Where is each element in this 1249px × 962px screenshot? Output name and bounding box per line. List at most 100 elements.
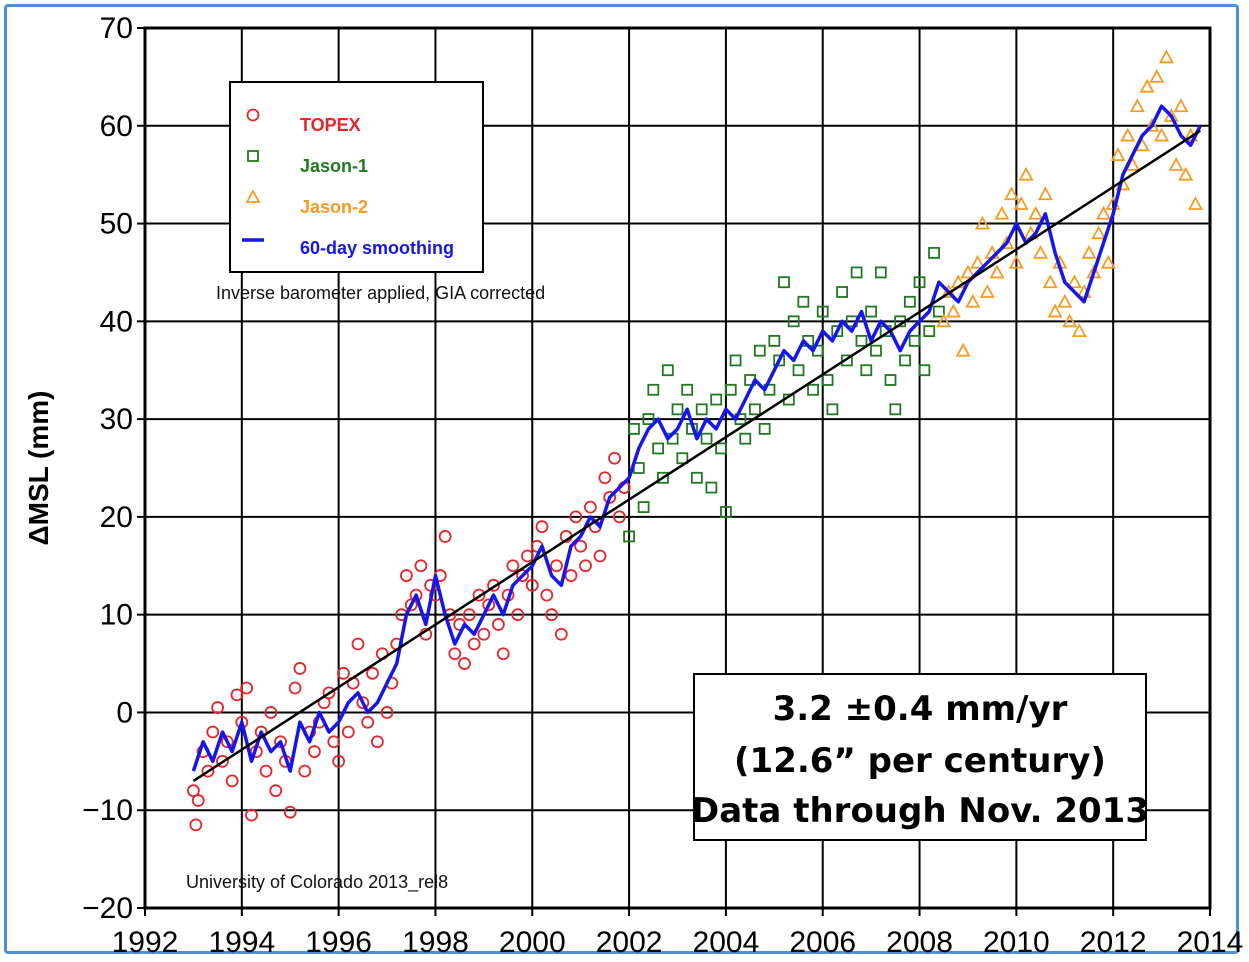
circle-point (583, 500, 597, 514)
triangle-point (1018, 166, 1034, 181)
circle-point (245, 808, 258, 822)
circle-point (448, 647, 462, 661)
x-tick-label: 2006 (789, 926, 856, 959)
rate-box-line-1: 3.2 ±0.4 mm/yr (773, 689, 1068, 729)
square-point (933, 305, 945, 318)
x-tick-label: 1998 (402, 926, 469, 959)
triangle-point (999, 235, 1015, 250)
square-point (739, 432, 752, 445)
x-tick-label: 2004 (693, 926, 760, 959)
circle-point (467, 637, 481, 651)
square-point (715, 442, 727, 455)
square-point (628, 422, 640, 435)
circle-point (283, 805, 297, 819)
triangle-point (1120, 127, 1136, 142)
square-point (928, 246, 940, 259)
note-university: University of Colorado 2013_rel8 (186, 872, 448, 893)
circle-point (293, 662, 307, 675)
triangle-point (1066, 274, 1082, 289)
square-point (753, 344, 766, 357)
rate-box: 3.2 ±0.4 mm/yr (12.6” per century) Data … (691, 673, 1149, 841)
y-tick-label: 50 (100, 208, 133, 241)
square-point (855, 334, 868, 347)
y-tick-label: 40 (100, 305, 133, 338)
square-point (773, 354, 786, 367)
legend-label: TOPEX (300, 115, 361, 135)
circle-point (438, 530, 452, 543)
y-tick-label: 70 (100, 12, 133, 45)
circle-point (574, 539, 588, 553)
circle-point (482, 598, 496, 612)
circle-point (535, 520, 549, 534)
circle-point (216, 754, 229, 768)
circle-point (545, 608, 559, 622)
circle-point (225, 774, 239, 788)
circle-point (525, 578, 539, 592)
circle-point (366, 666, 379, 680)
legend-triangle-marker (245, 189, 261, 203)
x-axis: 1992 1994 1996 1998 2000 2002 2004 2006 2008 2010… (112, 908, 1243, 959)
x-tick-label: 1994 (208, 926, 275, 959)
square-point (850, 266, 863, 279)
triangle-point (1129, 98, 1145, 113)
circle-point (603, 490, 617, 504)
x-tick-label: 2000 (499, 926, 566, 959)
circle-point (240, 681, 254, 695)
triangle-point (989, 264, 1005, 279)
legend-label: 60-day smoothing (300, 238, 454, 258)
square-point (749, 403, 761, 416)
square-point (647, 383, 660, 396)
y-tick-label: −20 (82, 892, 133, 925)
square-point (720, 506, 732, 518)
x-tick-label: 2012 (1080, 926, 1147, 959)
triangle-point (1178, 166, 1194, 181)
square-point (661, 364, 674, 377)
circle-point (550, 559, 563, 573)
square-point (908, 334, 921, 347)
circle-point (308, 745, 321, 758)
triangle-point (1057, 293, 1073, 308)
triangle-point (1173, 98, 1189, 113)
triangle-point (1037, 186, 1053, 201)
triangle-point (1163, 108, 1179, 122)
circle-point (491, 618, 505, 631)
square-point (816, 305, 829, 318)
note-inverse-barometer: Inverse barometer applied, GIA corrected (216, 283, 545, 303)
rate-box-line-2: (12.6” per century) (734, 741, 1106, 781)
square-point (710, 393, 723, 406)
circle-point (211, 701, 225, 714)
square-point (758, 422, 771, 435)
y-tick-label: 20 (100, 501, 133, 534)
square-point (690, 471, 703, 484)
triangle-point (1095, 205, 1112, 220)
circle-point (332, 754, 346, 768)
triangle-point (945, 303, 961, 318)
legend-square-marker (247, 150, 259, 162)
square-point (889, 403, 902, 416)
circle-point (511, 608, 525, 622)
circle-point (191, 794, 205, 807)
triangle-point (979, 284, 995, 298)
square-point (923, 325, 936, 338)
square-point (797, 295, 810, 308)
circle-point (356, 696, 370, 710)
square-point (821, 374, 834, 386)
circle-point (361, 715, 375, 729)
triangle-point (1081, 245, 1097, 259)
triangle-point (1144, 117, 1160, 132)
circle-point (477, 627, 491, 641)
circle-point (380, 706, 394, 719)
circle-point (579, 559, 592, 573)
y-tick-label: 10 (100, 599, 133, 632)
legend-circle-marker (246, 108, 260, 122)
circle-point (400, 569, 413, 582)
circle-point (593, 549, 607, 563)
triangle-point (1149, 69, 1165, 83)
square-point (642, 413, 655, 426)
square-point (899, 354, 911, 367)
square-point (792, 364, 805, 377)
triangle-point (1187, 196, 1203, 210)
rate-box-line-3: Data through Nov. 2013 (691, 791, 1149, 831)
legend: TOPEX Jason-1 Jason-2 60-day smoothing (229, 81, 484, 273)
circle-point (288, 681, 302, 695)
